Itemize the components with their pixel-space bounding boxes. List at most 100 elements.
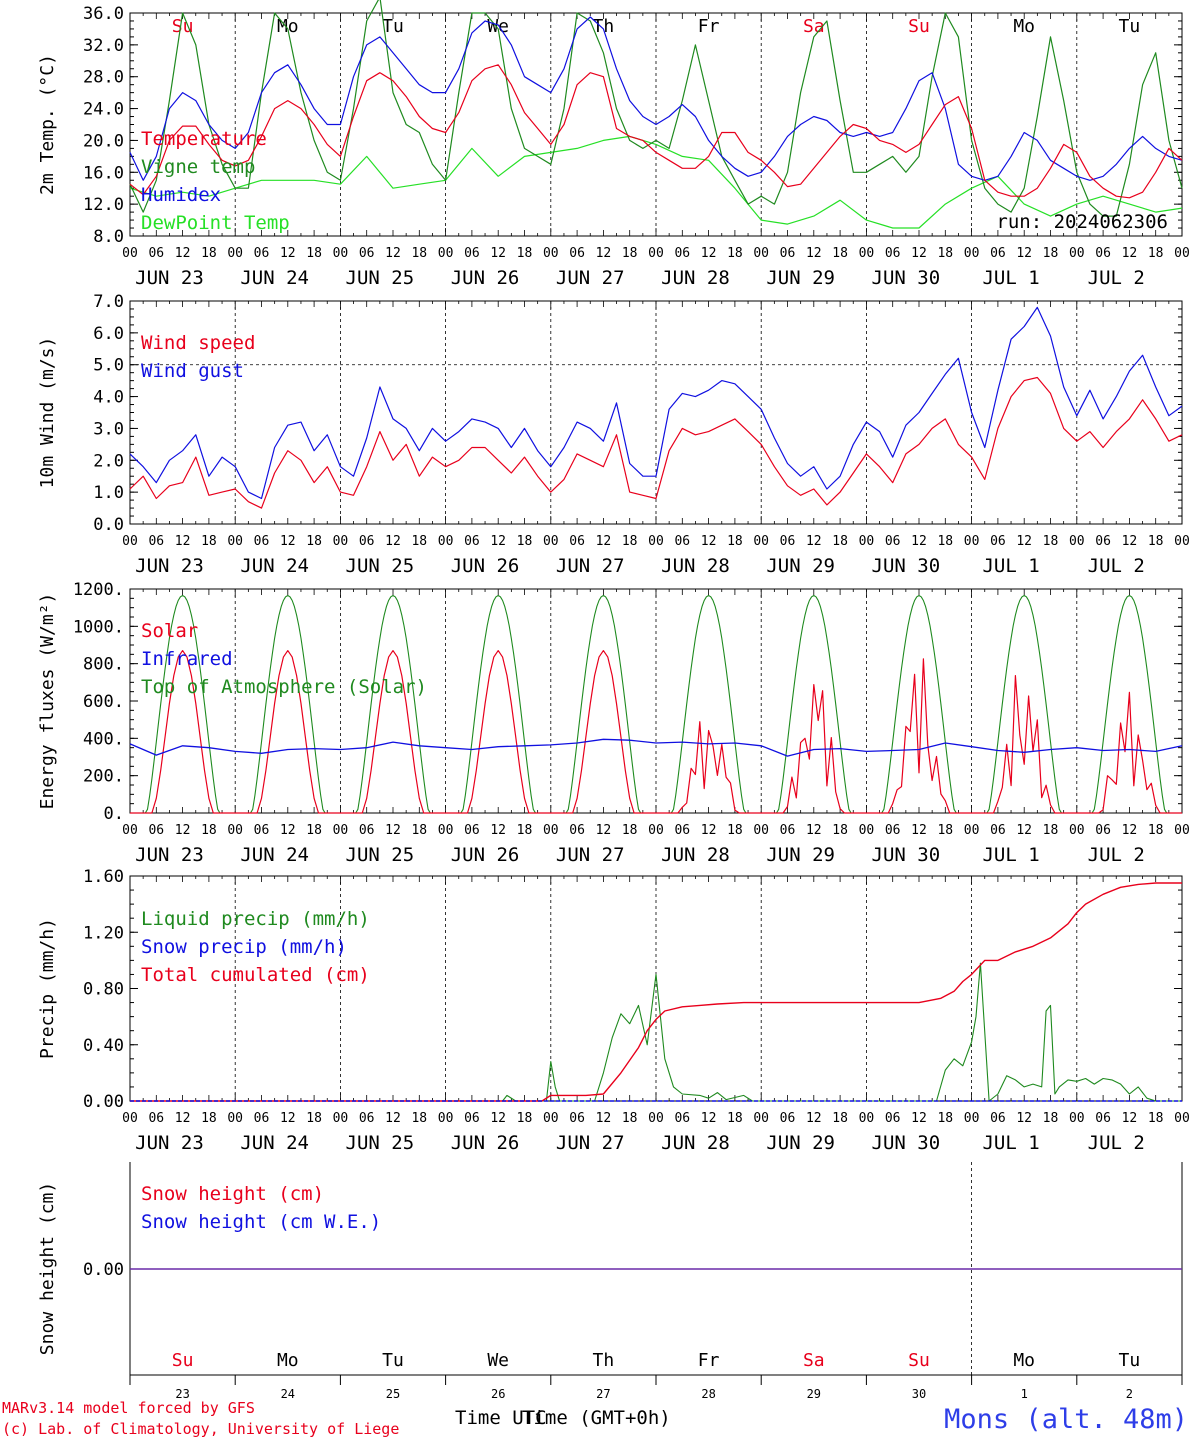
hour-tick-label: 00	[438, 534, 454, 549]
hour-tick-label: 18	[1043, 534, 1059, 549]
hour-tick-label: 12	[1122, 823, 1138, 838]
weekday-label: Sa	[803, 1350, 825, 1371]
y-tick-label: 24.0	[83, 100, 124, 120]
hour-tick-label: 06	[359, 246, 375, 261]
day-label: JUN 23	[135, 555, 204, 577]
day-label: JUN 27	[556, 1132, 625, 1154]
hour-tick-label: 12	[596, 534, 612, 549]
legend-entry: Liquid precip (mm/h)	[141, 908, 370, 930]
day-label: JUN 25	[346, 844, 415, 866]
hour-tick-label: 06	[885, 246, 901, 261]
lab-credit: (c) Lab. of Climatology, University of L…	[2, 1420, 399, 1438]
plot-frame	[129, 300, 1183, 525]
hour-tick-label: 06	[254, 1111, 270, 1126]
hour-tick-label: 12	[175, 823, 191, 838]
hour-tick-label: 00	[543, 1111, 559, 1126]
legend-entry: Vigne temp	[141, 156, 255, 178]
day-number-label: 24	[281, 1387, 295, 1401]
hour-tick-label: 18	[411, 823, 427, 838]
series-line-infrared	[129, 738, 1183, 757]
day-label: JUL 1	[982, 1132, 1039, 1154]
day-label: JUN 29	[766, 555, 835, 577]
hour-tick-label: 18	[622, 823, 638, 838]
y-tick-label: 1.0	[93, 483, 124, 503]
legend-entry: Temperature	[141, 128, 267, 150]
hour-tick-label: 12	[1016, 1111, 1032, 1126]
hour-tick-label: 12	[911, 823, 927, 838]
hour-tick-label: 00	[964, 823, 980, 838]
hour-tick-label: 00	[648, 1111, 664, 1126]
hour-tick-label: 00	[438, 1111, 454, 1126]
hour-tick-label: 00	[543, 534, 559, 549]
hour-tick-label: 18	[832, 246, 848, 261]
hour-tick-label: 06	[885, 1111, 901, 1126]
y-tick-label: 4.0	[93, 388, 124, 408]
weekday-label: We	[487, 16, 509, 37]
day-number-label: 27	[596, 1387, 610, 1401]
hour-tick-label: 06	[674, 1111, 690, 1126]
weekday-label: Tu	[1119, 1350, 1141, 1371]
day-label: JUN 23	[135, 267, 204, 289]
y-tick-label: 20.0	[83, 131, 124, 151]
legend-entry: Snow precip (mm/h)	[141, 936, 347, 958]
hour-tick-label: 06	[990, 823, 1006, 838]
hour-tick-label: 00	[1174, 1111, 1190, 1126]
hour-tick-label: 18	[1148, 246, 1164, 261]
hour-tick-label: 00	[964, 246, 980, 261]
day-label: JUN 24	[240, 1132, 309, 1154]
legend-entry: Total cumulated (cm)	[141, 964, 370, 986]
hour-tick-label: 12	[175, 534, 191, 549]
hour-tick-label: 06	[569, 246, 585, 261]
location-label: Mons (alt. 48m)	[944, 1404, 1188, 1435]
weekday-label: Tu	[382, 1350, 404, 1371]
y-tick-label: 7.0	[93, 292, 124, 312]
hour-tick-label: 18	[201, 534, 217, 549]
hour-tick-label: 18	[1043, 823, 1059, 838]
x-axis-label-gmt: Time (GMT+0h)	[522, 1407, 671, 1429]
day-label: JUN 24	[240, 844, 309, 866]
hour-tick-label: 06	[254, 823, 270, 838]
weekday-label: Th	[593, 16, 615, 37]
hour-tick-label: 18	[517, 246, 533, 261]
hour-tick-label: 12	[701, 534, 717, 549]
y-tick-label: 1.20	[83, 923, 124, 943]
hour-tick-label: 12	[806, 534, 822, 549]
hour-tick-label: 18	[1148, 823, 1164, 838]
hour-tick-label: 00	[648, 534, 664, 549]
hour-tick-label: 00	[333, 246, 349, 261]
hour-tick-label: 18	[1148, 534, 1164, 549]
hour-tick-label: 06	[885, 534, 901, 549]
day-label: JUN 26	[451, 267, 520, 289]
y-tick-label: 32.0	[83, 36, 124, 56]
legend-entry: Snow height (cm)	[141, 1183, 324, 1205]
weekday-label: Mo	[1013, 16, 1035, 37]
hour-tick-label: 12	[701, 823, 717, 838]
series-line-dewpoint-temp	[129, 135, 1183, 229]
y-axis-label: Precip (mm/h)	[37, 918, 58, 1059]
hour-tick-label: 18	[937, 534, 953, 549]
day-label: JUN 26	[451, 844, 520, 866]
weekday-label: We	[487, 1350, 509, 1371]
hour-tick-label: 00	[227, 823, 243, 838]
hour-tick-label: 18	[937, 246, 953, 261]
hour-tick-label: 12	[911, 1111, 927, 1126]
hour-tick-label: 06	[780, 246, 796, 261]
hour-tick-label: 00	[964, 534, 980, 549]
hour-tick-label: 06	[359, 1111, 375, 1126]
hour-tick-label: 00	[859, 1111, 875, 1126]
hour-tick-label: 12	[175, 246, 191, 261]
hour-tick-label: 18	[517, 823, 533, 838]
hour-tick-label: 12	[596, 1111, 612, 1126]
day-number-label: 2	[1126, 1387, 1133, 1401]
day-number-label: 30	[912, 1387, 926, 1401]
hour-tick-label: 06	[254, 246, 270, 261]
hour-tick-label: 18	[622, 534, 638, 549]
hour-tick-label: 00	[1174, 534, 1190, 549]
hour-tick-label: 12	[1122, 1111, 1138, 1126]
day-number-label: 29	[807, 1387, 821, 1401]
hour-tick-label: 12	[1122, 534, 1138, 549]
y-tick-label: 0.00	[83, 1092, 124, 1112]
weekday-label: Sa	[803, 16, 825, 37]
hour-tick-label: 18	[622, 246, 638, 261]
